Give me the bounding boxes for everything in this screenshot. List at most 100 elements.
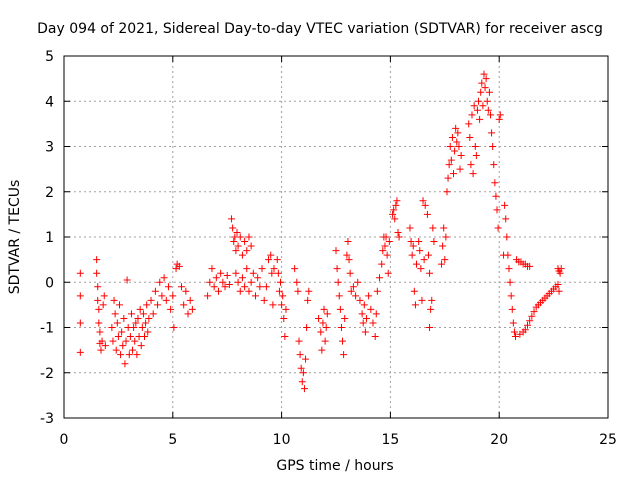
data-point [94,296,102,304]
data-point [483,97,491,105]
y-tick-label: 0 [45,275,54,291]
data-point [369,319,377,327]
data-point [302,355,310,363]
data-point [456,165,464,173]
data-point [230,238,238,246]
data-point [238,251,246,259]
data-point [488,129,496,137]
data-point [426,269,434,277]
data-point [426,324,434,331]
data-point [455,143,463,150]
data-point [504,251,512,259]
data-point [393,197,401,205]
data-point [184,310,192,318]
data-point [482,75,490,83]
data-point [76,348,84,356]
data-point [260,296,268,304]
data-point [115,301,123,309]
data-point [270,265,278,273]
data-point [225,281,233,289]
data-point [476,115,484,123]
y-tick-label: 2 [45,185,54,201]
data-point [299,369,307,377]
data-point [243,265,251,273]
data-point [468,111,476,119]
x-tick-label: 5 [168,432,177,448]
data-point [130,324,138,331]
data-point [528,312,536,320]
data-point [391,215,399,223]
data-point [188,305,196,313]
data-point [429,224,437,232]
data-point [93,256,101,264]
data-point [134,314,142,322]
data-point [409,242,417,250]
data-point [144,328,152,336]
data-point [443,188,451,196]
data-point [212,274,220,282]
y-tick-labels: -3 -2 -1 0 1 2 3 4 5 [40,49,54,427]
data-point [233,228,241,236]
data-point [132,319,140,327]
data-point [300,385,308,393]
data-point [362,314,370,322]
data-point [251,292,259,300]
axis-ticks [63,55,609,419]
data-point [99,301,107,309]
data-point [385,238,393,246]
data-point [367,305,375,313]
data-point [339,337,347,345]
data-point [390,206,398,214]
data-point [495,115,503,123]
data-point [318,346,326,354]
data-point [256,283,264,291]
data-point [484,106,492,114]
data-point [493,206,501,214]
grid-lines [64,56,608,418]
data-point [204,292,212,300]
data-point [406,224,414,232]
data-point [430,238,438,246]
data-point [127,310,135,318]
data-point [411,301,419,309]
data-point [156,278,164,286]
data-point [394,228,402,236]
data-point [335,292,343,300]
data-point [379,247,387,255]
data-point [376,274,384,282]
data-point [247,242,255,250]
data-point [352,292,360,300]
data-point [258,265,266,273]
data-point [378,260,386,268]
data-point [420,256,428,264]
data-point [337,324,345,331]
data-point [178,283,186,291]
data-point [208,265,216,273]
data-point [147,296,155,304]
data-point [241,238,249,246]
y-tick-label: 5 [45,49,54,65]
data-point [305,287,313,295]
data-point [186,296,194,304]
data-point [417,265,425,273]
data-point [320,305,328,313]
data-point [384,269,392,277]
data-point [113,319,121,327]
data-point [236,233,244,241]
data-point [120,314,128,322]
data-point [507,292,515,300]
data-point [477,88,485,96]
data-point [480,70,488,78]
data-point [317,328,325,336]
data-point [445,161,453,169]
x-tick-label: 25 [599,432,617,448]
data-point [223,271,231,279]
data-point [361,328,369,336]
data-point [346,269,354,277]
data-point [413,260,421,268]
data-point [315,314,323,322]
data-point [512,333,520,341]
data-point [395,233,403,241]
data-point [526,262,534,270]
